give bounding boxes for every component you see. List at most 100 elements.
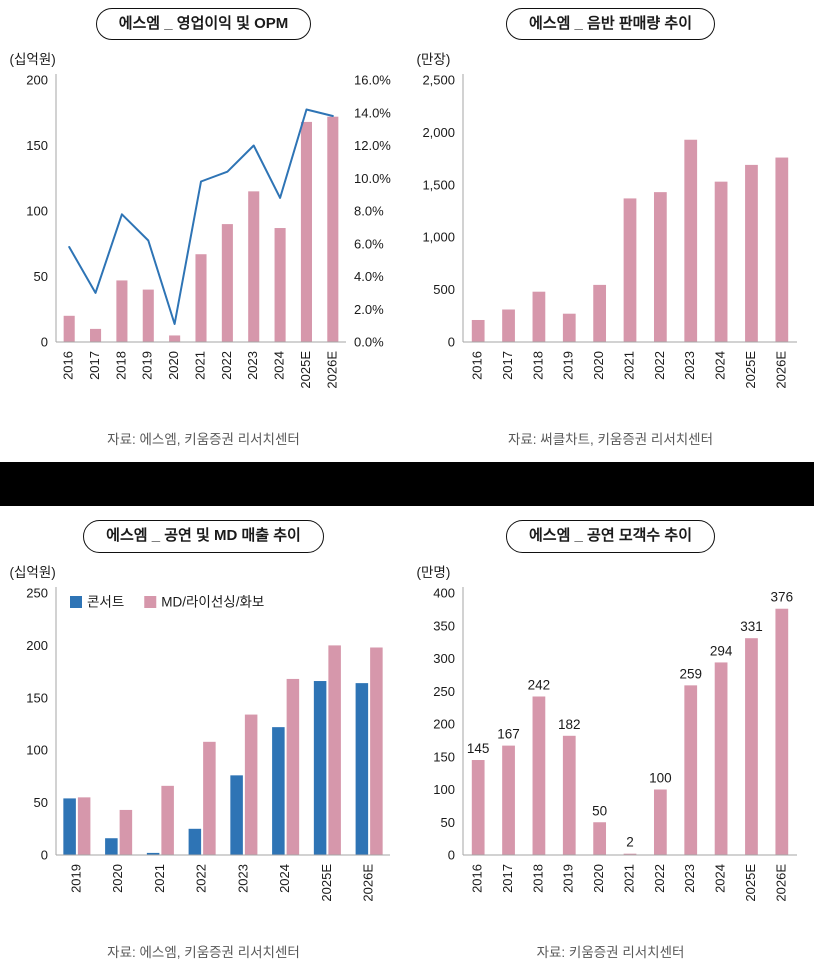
bar xyxy=(188,828,201,855)
y2-axis-tick-label: 10.0% xyxy=(354,171,391,186)
chart-title-text: 에스엠 _ 공연 및 MD 매출 추이 xyxy=(106,527,301,545)
bar xyxy=(271,726,285,855)
y-axis-tick-label: 2,000 xyxy=(422,125,455,140)
bar xyxy=(471,759,485,855)
bar xyxy=(327,644,341,855)
x-axis-tick-label: 2022 xyxy=(651,864,666,893)
x-axis-tick-label: 2018 xyxy=(530,864,545,893)
x-axis-tick-label: 2018 xyxy=(113,351,128,380)
x-axis-tick-label: 2025E xyxy=(297,351,312,389)
bar xyxy=(369,646,383,855)
bar xyxy=(592,821,606,855)
x-axis-tick-label: 2021 xyxy=(192,351,207,380)
source-note: 자료: 에스엠, 키움증권 리서치센터 xyxy=(107,944,300,960)
chart-title-pill: 에스엠 _ 음반 판매량 추이 xyxy=(505,8,715,41)
x-axis-tick-label: 2021 xyxy=(621,351,636,380)
bar xyxy=(562,313,576,343)
chart-row-bottom: 에스엠 _ 공연 및 MD 매출 추이 (십억원) 0 50 100 150 200 25… xyxy=(0,512,814,960)
x-axis-tick-label: 2021 xyxy=(621,864,636,893)
bar-value-label: 331 xyxy=(740,619,763,634)
y-axis-tick-label: 150 xyxy=(26,690,48,705)
x-axis-tick-label: 2017 xyxy=(499,351,514,380)
bar xyxy=(653,789,667,855)
legend-swatch xyxy=(143,595,156,608)
x-axis-tick-label: 2016 xyxy=(469,864,484,893)
y2-axis-tick-label: 12.0% xyxy=(354,138,391,153)
bar xyxy=(623,198,636,343)
chart-title-pill: 에스엠 _ 영업이익 및 OPM xyxy=(95,8,312,41)
panel-album-sales: 에스엠 _ 음반 판매량 추이 (만장) 0 500 1,000 1,500 2,000… xyxy=(407,0,814,448)
x-axis-tick-label: 2022 xyxy=(218,351,233,380)
x-axis-tick-label: 2019 xyxy=(68,864,83,893)
bar xyxy=(532,695,545,855)
y-axis-unit-label: (십억원) xyxy=(9,564,56,580)
album-sales-chart: 0 500 1,000 1,500 2,000 2,500 2016 2017 2018 2019… xyxy=(422,73,797,389)
legend-swatch xyxy=(69,595,82,608)
x-axis-tick-label: 2023 xyxy=(682,864,697,893)
x-axis-tick-label: 2026E xyxy=(360,863,375,901)
chart-area: (만장) 0 500 1,000 1,500 2,000 2,500 2016 2017 201… xyxy=(411,40,811,448)
chart-area: (십억원) 0 50 100 150 200 0.0% 2.0% 4.0% 6.0% 8.0% 10… xyxy=(4,40,404,448)
y2-axis-tick-label: 2.0% xyxy=(354,302,384,317)
y-axis-tick-label: 1,500 xyxy=(422,178,455,193)
y-axis-tick-label: 0 xyxy=(40,335,47,350)
bar xyxy=(146,852,159,855)
x-axis-tick-label: 2023 xyxy=(682,351,697,380)
x-axis-tick-label: 2026E xyxy=(773,863,788,901)
x-axis-tick-label: 2020 xyxy=(166,351,181,380)
bar xyxy=(562,735,576,855)
y-axis-tick-label: 50 xyxy=(33,795,47,810)
bar-value-label: 2 xyxy=(626,834,634,849)
y-axis-tick-label: 0 xyxy=(447,335,454,350)
panel-concert-md-revenue: 에스엠 _ 공연 및 MD 매출 추이 (십억원) 0 50 100 150 200 25… xyxy=(0,512,407,960)
bar xyxy=(532,291,545,343)
x-axis-tick-label: 2017 xyxy=(86,351,101,380)
operating-profit-opm-chart: 0 50 100 150 200 0.0% 2.0% 4.0% 6.0% 8.0% 10.0% 12.… xyxy=(26,73,391,389)
y-axis-tick-label: 1,000 xyxy=(422,230,455,245)
source-note: 자료: 키움증권 리서치센터 xyxy=(536,944,685,960)
panel-operating-profit-opm: 에스엠 _ 영업이익 및 OPM (십억원) 0 50 100 150 200 0.0% 2… xyxy=(0,0,407,448)
y2-axis-tick-label: 8.0% xyxy=(354,204,384,219)
bar xyxy=(355,682,368,855)
x-axis-tick-label: 2025E xyxy=(742,351,757,389)
bar xyxy=(714,661,727,855)
x-axis-tick-label: 2024 xyxy=(271,351,286,380)
bar xyxy=(683,139,697,343)
bar xyxy=(714,181,727,343)
y-axis-tick-label: 100 xyxy=(26,204,48,219)
x-axis-tick-label: 2021 xyxy=(151,864,166,893)
y2-axis-tick-label: 4.0% xyxy=(354,269,384,284)
bar xyxy=(221,224,233,343)
bar xyxy=(623,853,636,855)
bar xyxy=(744,637,758,855)
legend-label: MD/라이선싱/화보 xyxy=(161,594,264,609)
x-axis-tick-label: 2022 xyxy=(651,351,666,380)
bar-value-label: 259 xyxy=(679,666,702,681)
bar xyxy=(774,608,788,855)
bar xyxy=(326,116,338,343)
source-note: 자료: 에스엠, 키움증권 리서치센터 xyxy=(107,432,300,448)
x-axis-tick-label: 2019 xyxy=(560,351,575,380)
bar xyxy=(471,320,485,343)
y-axis-tick-label: 200 xyxy=(26,637,48,652)
y-axis-tick-label: 350 xyxy=(433,618,455,633)
y-axis-tick-label: 500 xyxy=(433,282,455,297)
y2-axis-tick-label: 16.0% xyxy=(354,73,391,88)
opm-line xyxy=(67,108,334,326)
chart-area: (만명) 0 50 100 150 200 250 300 350 400 2016 2017 201… xyxy=(411,553,811,961)
x-axis-tick-label: 2023 xyxy=(235,864,250,893)
chart-title-pill: 에스엠 _ 공연 모객수 추이 xyxy=(505,520,715,553)
y2-axis-tick-label: 14.0% xyxy=(354,106,391,121)
y-axis-tick-label: 150 xyxy=(433,749,455,764)
x-axis-tick-label: 2025E xyxy=(742,863,757,901)
x-axis-tick-label: 2018 xyxy=(530,351,545,380)
bar xyxy=(194,254,207,343)
y-axis-tick-label: 50 xyxy=(440,814,454,829)
y2-axis-tick-label: 0.0% xyxy=(354,335,384,350)
bar xyxy=(683,684,697,855)
bar xyxy=(244,714,257,855)
y-axis-unit-label: (십억원) xyxy=(9,52,56,68)
chart-title-text: 에스엠 _ 공연 모객수 추이 xyxy=(528,527,692,545)
x-axis-tick-label: 2020 xyxy=(591,351,606,380)
